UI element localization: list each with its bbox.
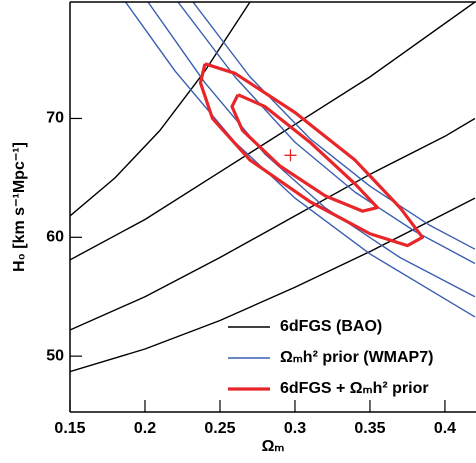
plot-area [70,2,476,373]
y-tick-label: 70 [46,110,64,127]
contour-line [70,117,476,331]
contour-line [70,197,476,373]
contour-line [70,2,251,217]
x-tick-label: 0.3 [284,420,306,437]
contour-line [198,62,425,248]
y-tick-label: 60 [46,229,64,246]
x-tick-label: 0.15 [54,420,85,437]
x-axis-label: Ωₘ [262,438,285,455]
y-axis-label: H₀ [km s⁻¹Mpc⁻¹] [11,142,28,272]
contour-line [177,2,476,265]
x-tick-label: 0.25 [204,420,235,437]
x-tick-label: 0.2 [134,420,156,437]
contour-line [230,93,380,213]
contour-line [147,2,476,298]
contour-line [192,2,476,250]
legend-label: 6dFGS (BAO) [280,318,382,335]
legend-label: Ωₘh² prior (WMAP7) [280,349,433,366]
y-tick-label: 50 [46,347,64,364]
x-tick-label: 0.35 [354,420,385,437]
legend-label: 6dFGS + Ωₘh² prior [280,380,429,397]
best-fit-marker [284,149,297,162]
x-tick-label: 0.4 [434,420,456,437]
contour-line [70,2,476,261]
